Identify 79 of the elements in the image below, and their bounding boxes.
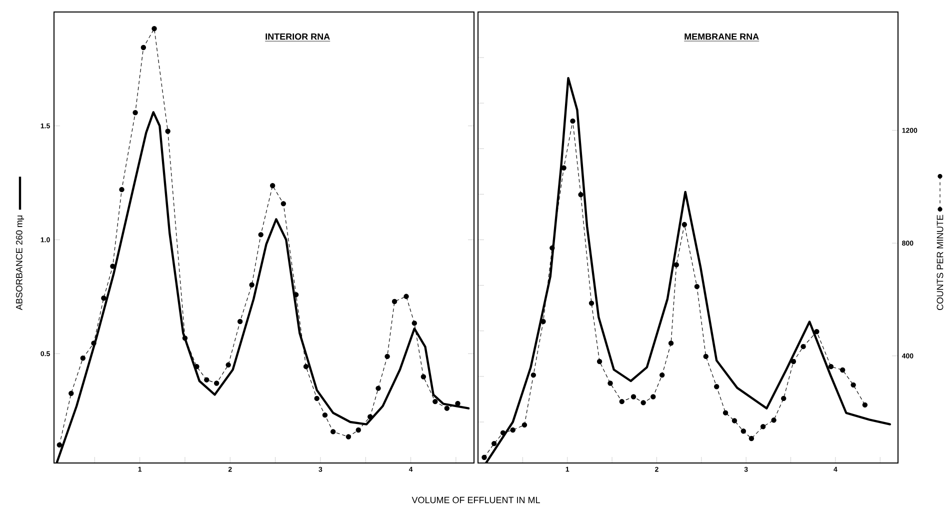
point: [346, 434, 352, 440]
point: [444, 406, 450, 411]
point: [828, 364, 834, 370]
point: [500, 430, 506, 436]
point: [420, 374, 426, 380]
point: [376, 386, 381, 391]
point: [91, 340, 96, 346]
point: [814, 329, 820, 334]
point: [630, 394, 636, 400]
point: [280, 201, 286, 206]
point: [790, 358, 796, 364]
point: [722, 410, 728, 416]
point: [640, 400, 646, 406]
point: [694, 284, 700, 290]
point: [322, 412, 328, 418]
point: [110, 264, 116, 269]
point: [214, 380, 220, 386]
point: [249, 282, 254, 288]
point: [152, 26, 157, 32]
point: [862, 402, 868, 408]
point: [368, 414, 373, 420]
point: [384, 354, 390, 360]
point: [258, 232, 264, 238]
point: [80, 356, 86, 361]
point: [432, 398, 438, 404]
point: [619, 398, 624, 404]
point: [140, 44, 146, 50]
point: [270, 183, 276, 188]
point: [771, 418, 776, 423]
point: [522, 422, 528, 428]
point: [608, 380, 613, 386]
point: [68, 390, 74, 396]
point: [540, 318, 546, 324]
point: [588, 300, 594, 306]
point: [330, 429, 336, 434]
text: INTERIOR RNA: [266, 33, 330, 40]
point: [840, 367, 846, 373]
point: [659, 372, 665, 378]
point: [165, 128, 170, 134]
point: [760, 424, 766, 430]
point: [732, 418, 738, 424]
y-axis-title: ABSORBANCE 260 mμ: [16, 216, 24, 310]
point: [404, 294, 409, 300]
point: [578, 192, 584, 198]
point: [482, 454, 487, 460]
x-axis-title: VOLUME OF EFFLUENT IN ML: [412, 496, 540, 504]
point: [204, 377, 210, 382]
point: [570, 118, 576, 124]
point: [491, 440, 497, 446]
point: [703, 354, 708, 360]
point: [237, 318, 243, 324]
point: [550, 245, 555, 251]
point: [226, 362, 231, 368]
point: [650, 394, 656, 400]
point: [132, 110, 138, 116]
point: [303, 364, 309, 370]
point: [356, 427, 361, 433]
point: [682, 222, 688, 228]
point: [530, 372, 536, 378]
point: [850, 382, 856, 388]
y2-axis-title: COUNTS PER MINUTE: [936, 214, 944, 310]
point: [781, 396, 786, 402]
point: [510, 427, 516, 433]
point: [596, 358, 602, 364]
point: [674, 262, 679, 268]
point: [800, 344, 806, 350]
point: [740, 428, 746, 434]
point: [392, 298, 398, 304]
point: [668, 340, 674, 346]
point: [314, 396, 320, 402]
point: [412, 320, 417, 326]
point: [119, 186, 124, 192]
point: [714, 384, 720, 390]
point: [56, 442, 62, 448]
point: [748, 436, 754, 442]
point: [182, 336, 188, 341]
point: [455, 400, 460, 406]
point: [101, 296, 106, 301]
text: MEMBRANE RNA: [684, 33, 759, 40]
